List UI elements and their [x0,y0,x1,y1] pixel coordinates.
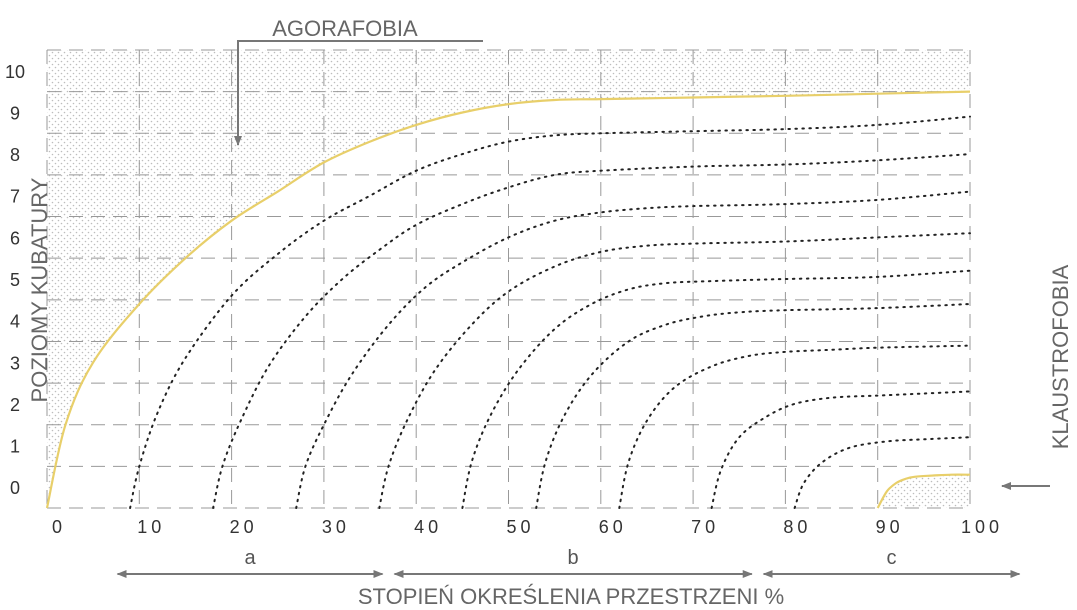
x-tick-label: 60 [599,517,627,537]
y-tick-label: 10 [5,62,25,82]
x-tick-label: 30 [322,517,350,537]
claustrophobia-shaded-area [877,474,970,508]
y-tick-label: 4 [10,312,20,332]
y-tick-label: 5 [10,270,20,290]
claustrophobia-label: KLAUSTROFOBIA [1048,264,1073,449]
x-tick-label: 100 [961,517,1003,537]
dotted-curve-3 [295,190,971,509]
x-tick-label: 80 [783,517,811,537]
y-axis-label: POZIOMY KUBATURY [27,177,52,402]
y-tick-labels: 0 1 2 3 4 5 6 7 8 9 10 [5,62,25,498]
grid [46,49,971,509]
agoraphobia-arrow [234,40,483,146]
range-markers: a b c [116,547,1021,578]
x-tick-label: 10 [137,517,165,537]
x-tick-label: 50 [506,517,534,537]
claustrophobia-boundary-curve [876,473,971,509]
agoraphobia-label: AGORAFOBIA [272,16,418,41]
dotted-curve-7 [618,344,971,509]
y-tick-label: 3 [10,353,20,373]
range-label-a: a [244,547,256,569]
range-label-b: b [568,547,579,569]
x-tick-label: 0 [52,517,66,537]
dotted-curve-9 [793,436,971,509]
dotted-curve-8 [710,390,971,509]
y-tick-label: 6 [10,228,20,248]
boundary-curves [45,90,971,509]
y-tick-label: 2 [10,395,20,415]
x-tick-label: 70 [691,517,719,537]
dotted-curve-4 [378,232,971,509]
y-tick-label: 9 [10,103,20,123]
dotted-curve-1 [129,115,971,509]
y-tick-label: 1 [10,437,20,457]
y-tick-label: 7 [10,187,20,207]
agoraphobia-boundary-curve [45,90,971,509]
x-tick-labels: 0 10 20 30 40 50 60 70 80 90 100 [52,517,1003,537]
dotted-curves [129,115,971,509]
x-tick-label: 90 [876,517,904,537]
x-tick-label: 40 [414,517,442,537]
dotted-curve-2 [212,153,971,509]
range-label-c: c [887,547,897,569]
x-axis-label: STOPIEŃ OKREŚLENIA PRZESTRZENI % [358,584,784,609]
y-tick-label: 0 [10,478,20,498]
agoraphobia-shaded-area [47,50,970,508]
dotted-curve-6 [535,303,971,509]
y-tick-label: 8 [10,145,20,165]
x-tick-label: 20 [230,517,258,537]
dotted-curve-5 [461,269,971,509]
